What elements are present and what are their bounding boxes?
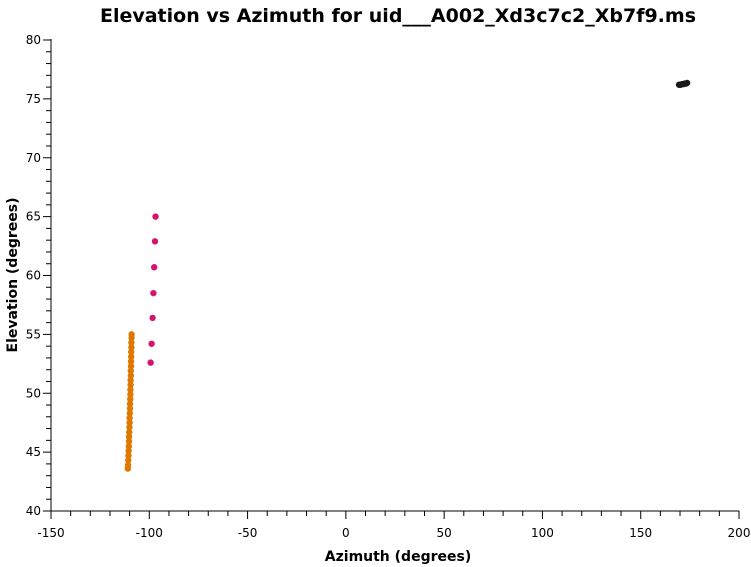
data-point [126, 414, 133, 422]
data-point [125, 457, 132, 464]
y-tick-label: 40 [26, 504, 41, 518]
data-point [126, 419, 133, 426]
data-point [127, 386, 134, 393]
series-2 [147, 213, 159, 366]
plot-area [50, 39, 739, 512]
data-point [128, 353, 135, 360]
data-point [127, 367, 135, 375]
data-points [124, 79, 691, 472]
x-tick-label: 200 [728, 526, 751, 540]
x-tick-label: 100 [531, 526, 554, 540]
data-point [127, 377, 134, 384]
data-point [683, 79, 691, 87]
data-point [126, 405, 134, 412]
data-point [148, 340, 155, 347]
data-point [128, 348, 135, 356]
data-point [152, 213, 159, 220]
data-point [151, 238, 159, 245]
data-point [127, 358, 135, 365]
data-point [151, 264, 158, 271]
y-tick-label: 65 [26, 210, 41, 224]
data-point [125, 433, 133, 441]
chart-title: Elevation vs Azimuth for uid___A002_Xd3c… [100, 5, 696, 27]
x-axis-label: Azimuth (degrees) [325, 549, 471, 565]
data-point [125, 447, 132, 455]
data-point [126, 424, 133, 431]
data-point [124, 461, 132, 469]
data-point [147, 359, 154, 366]
data-point [125, 438, 133, 445]
data-point [126, 400, 134, 408]
y-axis-label: Elevation (degrees) [5, 198, 21, 353]
axis-ticks: -150 -100 -50 0 50 100 150 200 40 45 50 55 60 65 70 75 8… [26, 33, 751, 540]
y-tick-label: 80 [26, 33, 41, 47]
data-point [150, 289, 157, 297]
data-point [125, 443, 133, 450]
x-tick-label: -100 [136, 526, 163, 540]
data-point [127, 362, 135, 370]
data-point [128, 344, 135, 351]
data-point [127, 395, 134, 403]
series-3 [675, 79, 691, 88]
data-point [125, 452, 132, 459]
x-tick-label: -50 [238, 526, 258, 540]
data-point [128, 339, 135, 346]
x-tick-label: -150 [37, 526, 64, 540]
data-point [127, 381, 134, 389]
y-tick-label: 60 [26, 269, 41, 283]
y-tick-label: 75 [26, 92, 41, 106]
y-tick-label: 70 [26, 151, 41, 165]
data-point [127, 372, 135, 379]
data-point [149, 314, 156, 322]
data-point [126, 410, 134, 417]
y-tick-label: 55 [26, 327, 41, 341]
data-point [128, 331, 135, 338]
data-point [127, 391, 134, 398]
x-tick-label: 50 [437, 526, 452, 540]
x-tick-label: 150 [629, 526, 652, 540]
x-tick-label: 0 [342, 526, 350, 540]
data-point [126, 428, 133, 436]
y-tick-label: 50 [26, 386, 41, 400]
y-tick-label: 45 [26, 445, 41, 459]
series-1 [124, 331, 135, 472]
